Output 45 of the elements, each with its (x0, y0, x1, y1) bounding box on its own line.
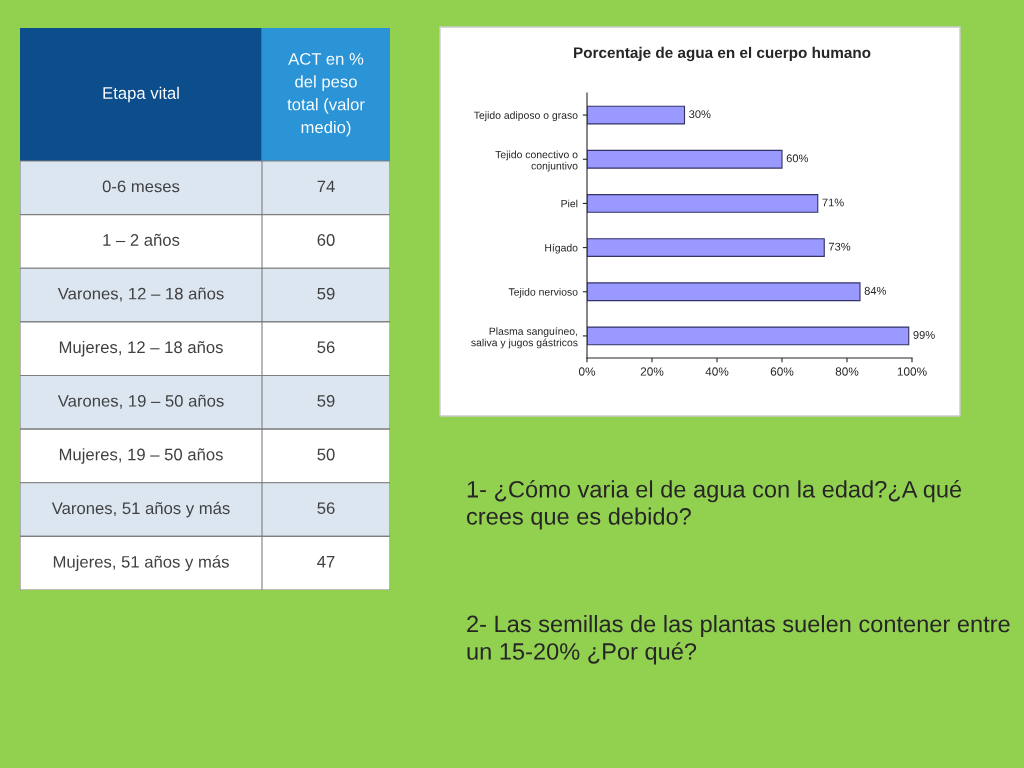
category-label: Mujeres, 19 – 50 años (59, 448, 223, 464)
data-label: 60% (786, 154, 809, 163)
x-tick-label: 20% (640, 367, 664, 376)
y-tick-label: Tejido nervioso (508, 287, 578, 298)
data-label: 99% (913, 331, 935, 339)
bar (587, 194, 819, 213)
data-label: 59 (317, 287, 335, 300)
category-label: Varones, 51 años y más (51, 501, 230, 518)
x-tick-label: 80% (835, 367, 859, 376)
category-label: 1 – 2 años (103, 233, 180, 246)
data-label: 71% (822, 198, 844, 207)
data-label: 59 (317, 394, 335, 407)
text: ACT en % del peso total (valor medio) (287, 53, 365, 137)
category-label: Mujeres, 51 años y más (53, 555, 229, 572)
data-label: 74 (317, 180, 335, 193)
data-label: 30% (689, 110, 711, 119)
bar (587, 326, 910, 346)
y-tick-label: Plasma sanguíneo, saliva y jugos gástricos (471, 327, 578, 349)
y-tick-label: Piel (561, 199, 578, 208)
x-tick-label: 40% (705, 367, 729, 376)
text: 2- Las semillas de las plantas suelen contener entre un 15-20% ¿Por qué? (467, 615, 1010, 665)
bar (587, 238, 825, 257)
chart-title: Porcentaje de agua en el cuerpo humano (574, 46, 871, 62)
text: Etapa vital (103, 86, 179, 103)
category-label: Varones, 12 – 18 años (57, 287, 224, 302)
bar (587, 282, 861, 302)
x-tick-label: 0% (578, 367, 596, 376)
data-label: 56 (317, 341, 335, 354)
x-tick-label: 60% (770, 367, 794, 376)
bar (587, 105, 686, 125)
y-tick-label: Hígado (545, 243, 578, 254)
data-label: 84% (864, 286, 887, 295)
category-label: 0-6 meses (102, 180, 180, 193)
y-tick-label: Tejido adiposo o graso (473, 111, 578, 122)
data-label: 60 (317, 234, 335, 246)
text: 1- ¿Cómo varia el de agua con la edad?¿A qué crees que es debido? (467, 480, 962, 530)
bar (587, 149, 783, 169)
x-tick-label: 100% (897, 367, 927, 376)
data-label: 50 (317, 448, 335, 461)
data-label: 73% (828, 242, 851, 251)
category-label: Varones, 19 – 50 años (57, 394, 224, 409)
y-tick-label: Tejido conectivo o conjuntivo (495, 150, 578, 172)
data-label: 56 (317, 502, 335, 515)
data-label: 47 (317, 556, 335, 568)
category-label: Mujeres, 12 – 18 años (59, 340, 223, 357)
